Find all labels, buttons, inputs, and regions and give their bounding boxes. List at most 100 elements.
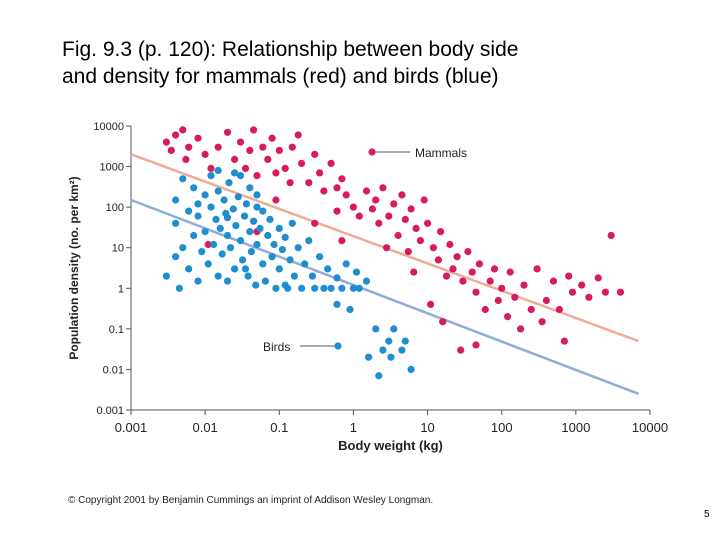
- data-point-mammals: [338, 237, 346, 245]
- data-point-birds: [316, 253, 324, 261]
- data-point-birds: [240, 212, 249, 220]
- data-point-birds: [256, 224, 264, 232]
- data-point-birds: [294, 244, 302, 252]
- y-axis-label: Population density (no. per km²): [67, 176, 81, 359]
- fit-line-birds: [130, 198, 639, 396]
- data-point-birds: [349, 284, 357, 292]
- data-point-mammals: [481, 305, 489, 314]
- data-point-mammals: [272, 169, 280, 177]
- data-point-birds: [342, 260, 350, 268]
- annotation-marker-mammals: [368, 148, 376, 156]
- data-point-birds: [214, 166, 222, 175]
- data-point-birds: [244, 272, 252, 280]
- data-point-mammals: [475, 260, 483, 268]
- data-point-birds: [385, 337, 393, 345]
- data-point-birds: [338, 284, 346, 292]
- data-point-birds: [172, 196, 180, 204]
- data-point-birds: [365, 353, 373, 361]
- data-point-mammals: [333, 184, 341, 192]
- data-point-birds: [194, 277, 202, 285]
- data-point-mammals: [379, 184, 387, 192]
- data-point-birds: [398, 346, 406, 354]
- data-point-mammals: [275, 146, 283, 154]
- data-point-birds: [194, 200, 202, 208]
- x-tick-label: 1: [350, 420, 357, 435]
- data-point-mammals: [375, 219, 383, 227]
- data-point-mammals: [434, 256, 442, 264]
- data-point-mammals: [407, 205, 415, 213]
- data-point-mammals: [311, 150, 319, 158]
- data-point-mammals: [412, 224, 420, 232]
- data-point-birds: [407, 365, 415, 373]
- data-point-birds: [281, 281, 289, 289]
- data-point-mammals: [390, 200, 398, 208]
- data-point-birds: [185, 265, 193, 273]
- data-point-birds: [212, 215, 220, 223]
- data-point-mammals: [241, 164, 250, 172]
- data-point-mammals: [162, 138, 170, 146]
- page-number: 5: [704, 509, 710, 520]
- data-point-birds: [320, 284, 328, 292]
- slide-title-line-2: and density for mammals (red) and birds …: [62, 65, 499, 88]
- data-point-birds: [387, 353, 395, 361]
- data-point-birds: [250, 217, 258, 225]
- data-point-birds: [346, 305, 354, 314]
- data-point-birds: [253, 191, 261, 199]
- y-tick-label: 0.01: [103, 364, 124, 376]
- data-point-mammals: [201, 150, 209, 158]
- y-tick-label: 0.001: [96, 405, 124, 417]
- data-point-birds: [253, 240, 261, 249]
- data-point-birds: [352, 268, 361, 276]
- data-point-birds: [246, 228, 254, 236]
- data-point-birds: [225, 179, 233, 187]
- x-tick-label: 0.01: [192, 420, 217, 435]
- data-point-mammals: [342, 191, 350, 199]
- data-point-mammals: [250, 126, 258, 134]
- data-point-mammals: [459, 277, 467, 285]
- data-point-mammals: [453, 253, 461, 261]
- data-point-birds: [231, 169, 239, 177]
- data-point-mammals: [437, 228, 445, 236]
- data-point-mammals: [355, 212, 363, 220]
- data-point-birds: [214, 187, 222, 195]
- data-point-mammals: [498, 284, 506, 292]
- data-point-mammals: [368, 205, 376, 213]
- data-point-birds: [379, 346, 387, 354]
- data-point-birds: [288, 219, 296, 227]
- data-point-mammals: [385, 212, 393, 220]
- data-point-mammals: [490, 265, 499, 273]
- data-point-birds: [236, 237, 245, 245]
- data-point-mammals: [457, 346, 465, 354]
- data-point-birds: [175, 284, 183, 292]
- data-point-birds: [201, 191, 209, 199]
- data-point-birds: [264, 231, 272, 240]
- data-point-mammals: [486, 277, 494, 285]
- data-point-birds: [268, 253, 276, 261]
- y-tick-label: 10: [112, 243, 124, 255]
- data-point-birds: [231, 265, 239, 273]
- data-point-mammals: [585, 293, 593, 301]
- data-point-mammals: [449, 265, 457, 273]
- data-point-mammals: [338, 175, 346, 183]
- data-point-mammals: [185, 143, 193, 151]
- data-point-mammals: [464, 248, 472, 256]
- data-point-birds: [259, 260, 267, 268]
- data-point-birds: [252, 281, 260, 289]
- data-point-mammals: [511, 293, 519, 301]
- data-point-mammals: [607, 231, 615, 240]
- data-point-birds: [226, 244, 235, 252]
- data-point-birds: [162, 272, 170, 280]
- data-point-mammals: [517, 325, 525, 333]
- data-point-mammals: [167, 146, 175, 154]
- data-point-mammals: [504, 313, 512, 321]
- data-point-birds: [236, 172, 245, 180]
- data-point-mammals: [601, 288, 610, 296]
- data-point-birds: [286, 256, 294, 264]
- data-point-birds: [242, 200, 250, 208]
- data-point-mammals: [429, 244, 437, 252]
- data-point-mammals: [398, 191, 406, 199]
- data-point-birds: [246, 184, 254, 192]
- data-point-birds: [223, 277, 232, 285]
- copyright-notice: © Copyright 2001 by Benjamin Cummings an…: [68, 495, 434, 506]
- data-point-birds: [214, 272, 222, 280]
